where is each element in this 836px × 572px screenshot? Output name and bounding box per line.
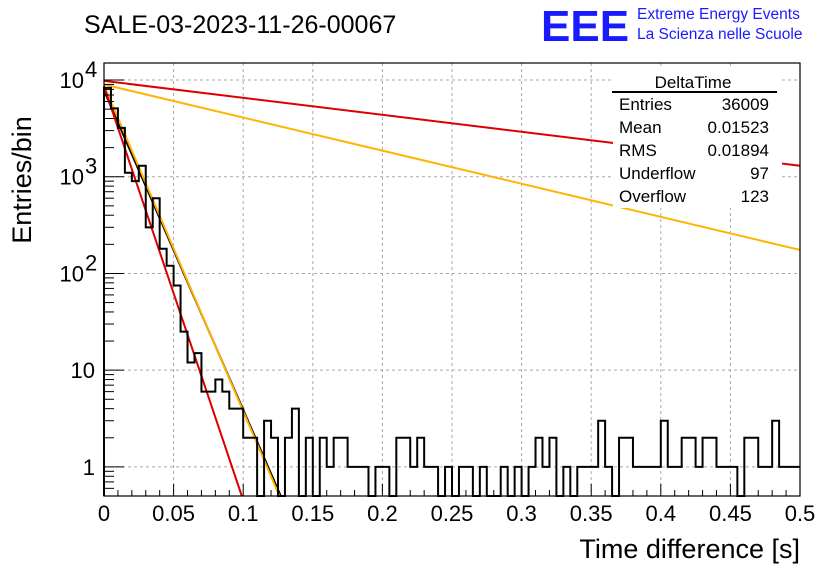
- fit-curve: [103, 83, 801, 251]
- grid: [104, 63, 800, 496]
- chart-title: SALE-03-2023-11-26-00067: [84, 11, 396, 39]
- y-tick-label: 10: [60, 261, 84, 286]
- x-tick-label: 0.3: [506, 501, 537, 526]
- histogram: [103, 86, 800, 497]
- y-tick-exponent: 4: [85, 57, 97, 82]
- stats-row-label: Entries: [619, 95, 672, 114]
- x-tick-label: 0.15: [291, 501, 334, 526]
- y-tick-label: 10: [71, 358, 95, 383]
- x-tick-label: 0.5: [785, 501, 816, 526]
- stats-row-label: Overflow: [619, 187, 687, 206]
- y-tick-label: 10: [60, 165, 84, 190]
- y-tick-exponent: 3: [85, 154, 97, 179]
- stats-row-label: Mean: [619, 118, 662, 137]
- stats-row-value: 0.01894: [708, 141, 769, 160]
- x-tick-label: 0.25: [431, 501, 474, 526]
- x-tick-label: 0.2: [367, 501, 398, 526]
- y-tick-label: 1: [83, 455, 95, 480]
- x-tick-label: 0.05: [152, 501, 195, 526]
- stats-row-label: RMS: [619, 141, 657, 160]
- logo-line-1: Extreme Energy Events: [637, 6, 800, 23]
- y-tick-label: 10: [60, 68, 84, 93]
- x-tick-label: 0.4: [646, 501, 677, 526]
- logo-line-2: La Scienza nelle Scuole: [637, 26, 802, 43]
- stats-row-value: 123: [741, 187, 769, 206]
- x-tick-label: 0.45: [709, 501, 752, 526]
- stats-row-value: 36009: [722, 95, 769, 114]
- y-tick-exponent: 2: [85, 250, 97, 275]
- stats-box: DeltaTime Entries 36009 Mean 0.01523 RMS 0.01…: [612, 68, 782, 208]
- eee-logo: EEE Extreme Energy Events La Scienza nel…: [541, 2, 802, 51]
- fit-curve: [103, 85, 281, 497]
- stats-row-value: 0.01523: [708, 118, 769, 137]
- stats-row-label: Underflow: [619, 164, 696, 183]
- x-axis-title: Time difference [s]: [579, 534, 800, 564]
- x-tick-label: 0.1: [228, 501, 259, 526]
- fit-curve: [103, 86, 243, 497]
- stats-box-title: DeltaTime: [655, 73, 732, 92]
- x-axis: 0 0.05 0.1 0.15 0.2 0.25 0.3 0.35 0.4 0.45 0.5: [98, 484, 815, 526]
- x-tick-label: 0: [98, 501, 110, 526]
- x-tick-label: 0.35: [570, 501, 613, 526]
- logo-mark: EEE: [541, 2, 629, 51]
- y-axis-title: Entries/bin: [7, 116, 37, 244]
- stats-row-value: 97: [750, 164, 769, 183]
